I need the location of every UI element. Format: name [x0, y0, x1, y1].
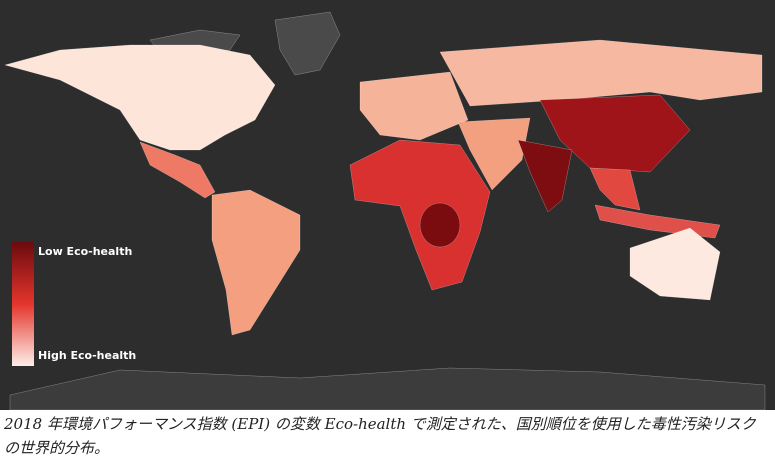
- north-america: [4, 44, 276, 151]
- china: [539, 94, 691, 173]
- central-africa: [419, 202, 461, 248]
- south-america: [211, 189, 301, 336]
- legend-gradient: [12, 242, 34, 366]
- antarctica: [9, 367, 766, 410]
- caption: 2018 年環境パフォーマンス指数 (EPI) の変数 Eco-health で…: [4, 415, 756, 457]
- europe: [359, 71, 469, 141]
- greenland: [274, 11, 341, 76]
- australia: [629, 227, 721, 301]
- legend-high-label: High Eco-health: [38, 349, 136, 362]
- southeast-asia: [589, 167, 641, 211]
- middle-east: [457, 117, 531, 191]
- legend-low-label: Low Eco-health: [38, 245, 132, 258]
- russia: [439, 39, 763, 107]
- africa: [349, 139, 491, 291]
- mexico-central-america: [139, 141, 216, 199]
- world-map: Low Eco-health High Eco-health: [0, 0, 775, 410]
- india: [517, 139, 573, 213]
